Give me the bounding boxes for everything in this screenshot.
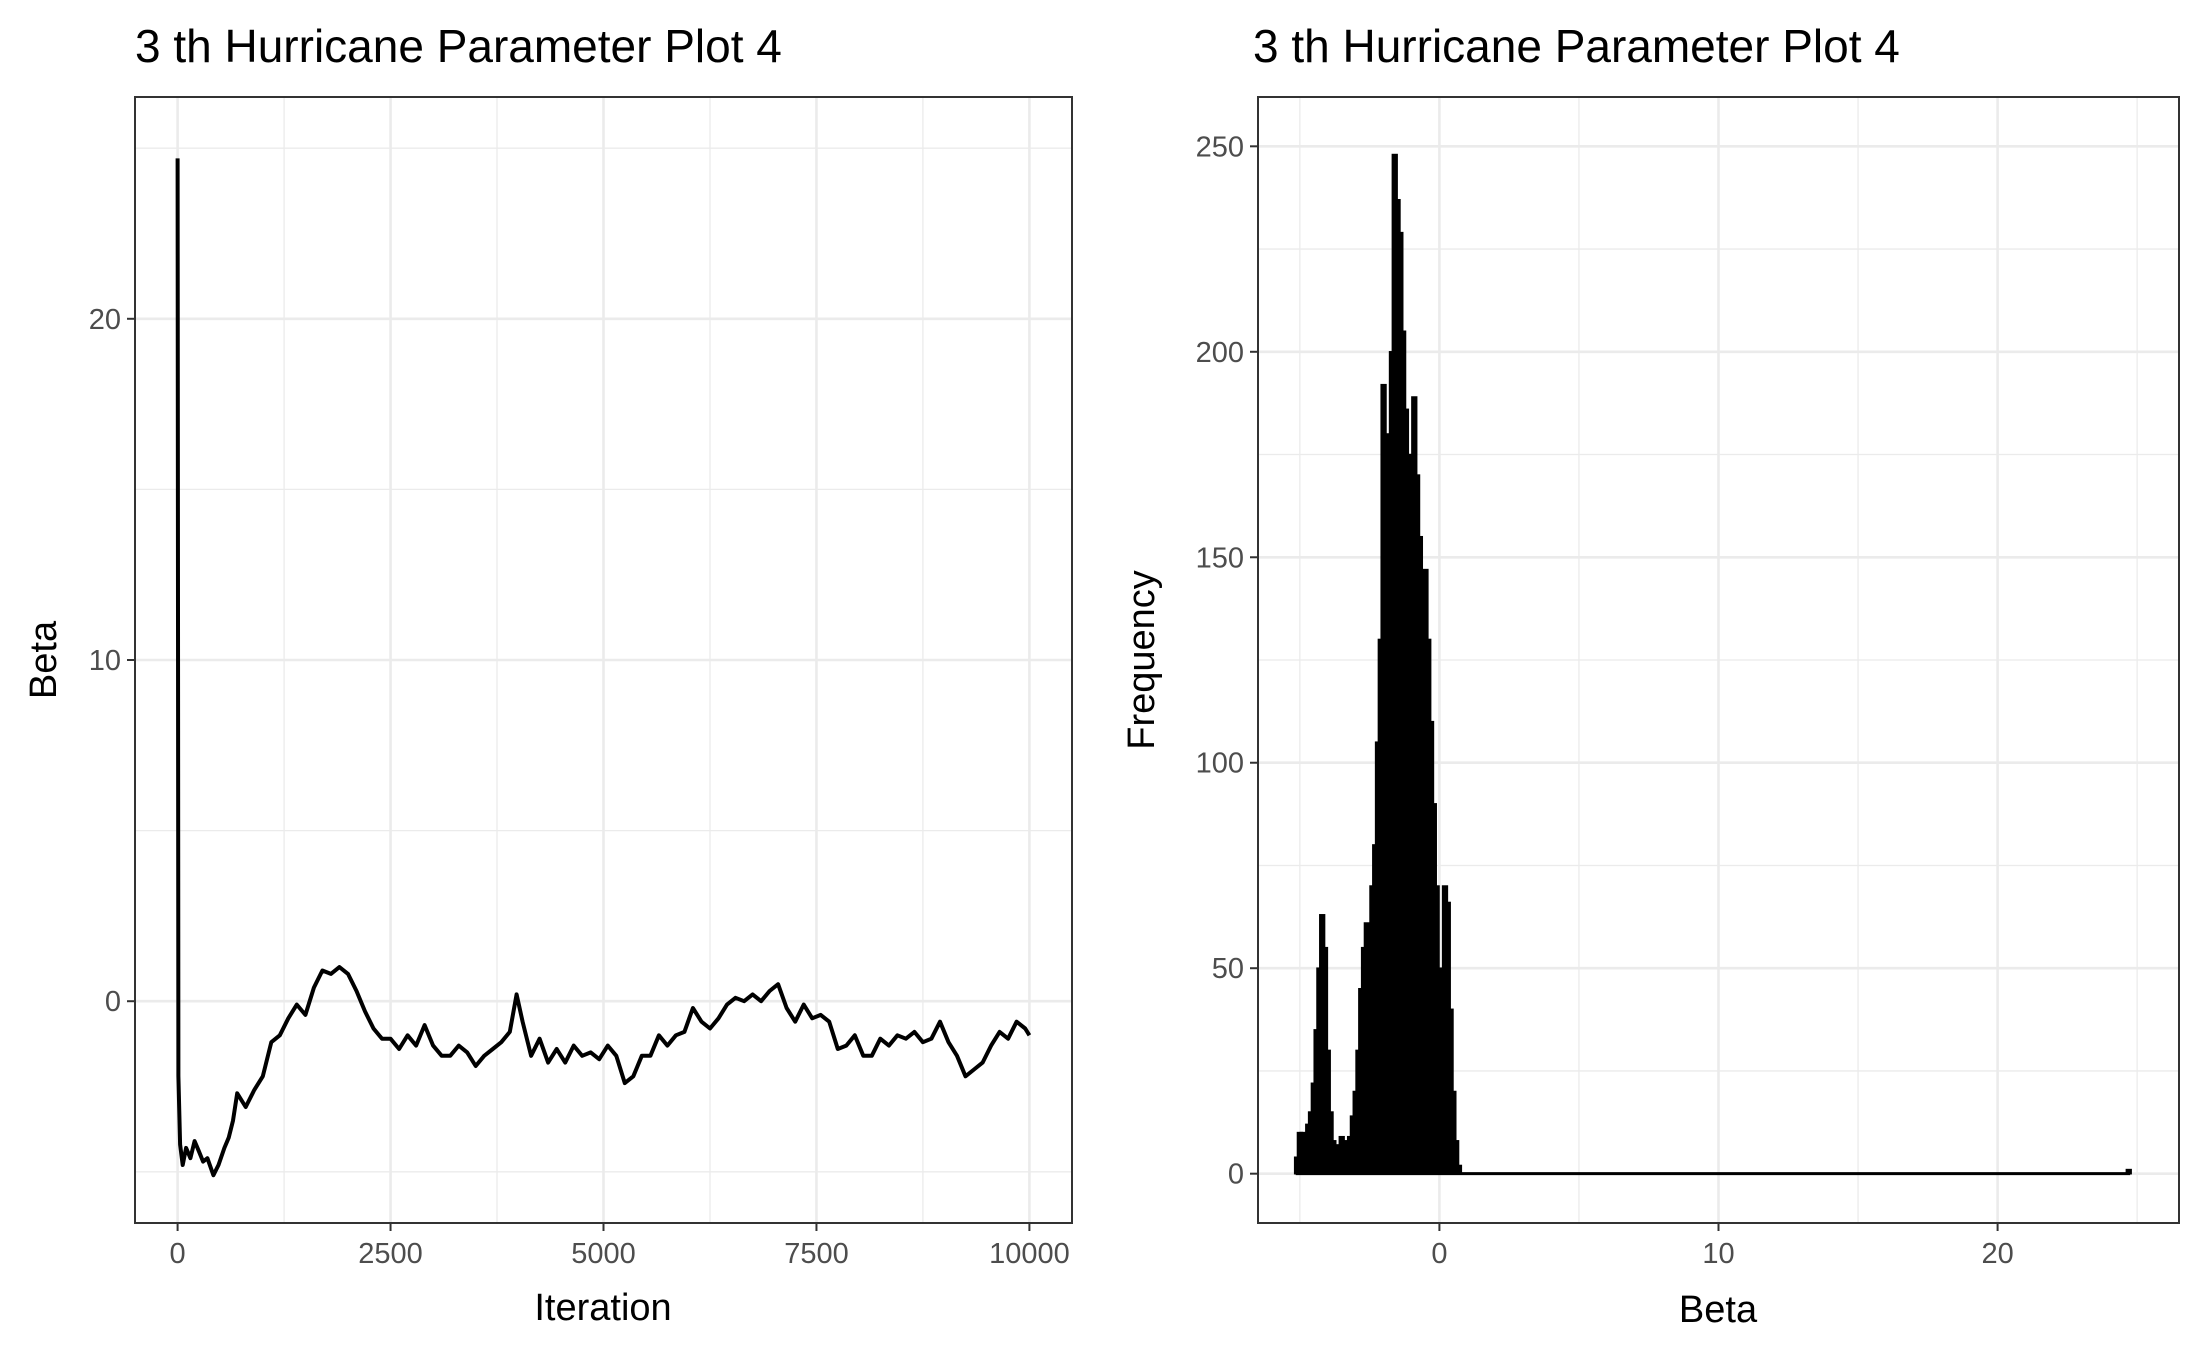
trace-plot-ticks: 0 2500 5000 7500 10000 0 10 20 xyxy=(89,304,1070,1270)
trace-plot-y-tick-label: 0 xyxy=(105,986,121,1018)
trace-line xyxy=(175,158,1032,1178)
histogram-y-tick-label: 200 xyxy=(1196,337,1244,369)
trace-plot: 3 th Hurricane Parameter Plot 4 0 2500 500… xyxy=(23,20,1073,1329)
trace-plot-y-axis-title: Beta xyxy=(23,620,65,699)
trace-plot-x-tick-label: 0 xyxy=(170,1238,186,1270)
trace-plot-x-tick-label: 2500 xyxy=(358,1238,423,1270)
histogram-bar xyxy=(1455,1164,1463,1175)
histogram-y-tick-label: 100 xyxy=(1196,748,1244,780)
trace-plot-y-tick-label: 20 xyxy=(89,304,121,336)
histogram-plot: 3 th Hurricane Parameter Plot 4 0 10 20050… xyxy=(1121,20,2180,1331)
histogram-y-axis-title: Frequency xyxy=(1121,570,1163,750)
trace-plot-x-axis-title: Iteration xyxy=(534,1287,671,1329)
histogram-x-axis-title: Beta xyxy=(1679,1289,1758,1331)
histogram-x-tick-label: 20 xyxy=(1981,1238,2013,1270)
histogram-bar xyxy=(2125,1168,2132,1175)
trace-plot-x-tick-label: 10000 xyxy=(989,1238,1070,1270)
histogram-panel-border xyxy=(1257,96,2180,1224)
histogram-x-tick-label: 10 xyxy=(1702,1238,1734,1270)
trace-plot-x-tick-label: 5000 xyxy=(571,1238,636,1270)
histogram-bars xyxy=(1293,153,2132,1176)
histogram-y-tick-label: 50 xyxy=(1212,953,1244,985)
trace-plot-title: 3 th Hurricane Parameter Plot 4 xyxy=(135,20,782,72)
histogram-y-tick-label: 250 xyxy=(1196,131,1244,163)
histogram-y-tick-label: 0 xyxy=(1228,1159,1244,1191)
histogram-x-tick-label: 0 xyxy=(1431,1238,1447,1270)
trace-plot-y-tick-label: 10 xyxy=(89,645,121,677)
histogram-plot-title: 3 th Hurricane Parameter Plot 4 xyxy=(1253,20,1900,72)
trace-plot-panel-border xyxy=(134,96,1073,1224)
histogram-y-tick-label: 150 xyxy=(1196,542,1244,574)
trace-plot-x-tick-label: 7500 xyxy=(784,1238,849,1270)
